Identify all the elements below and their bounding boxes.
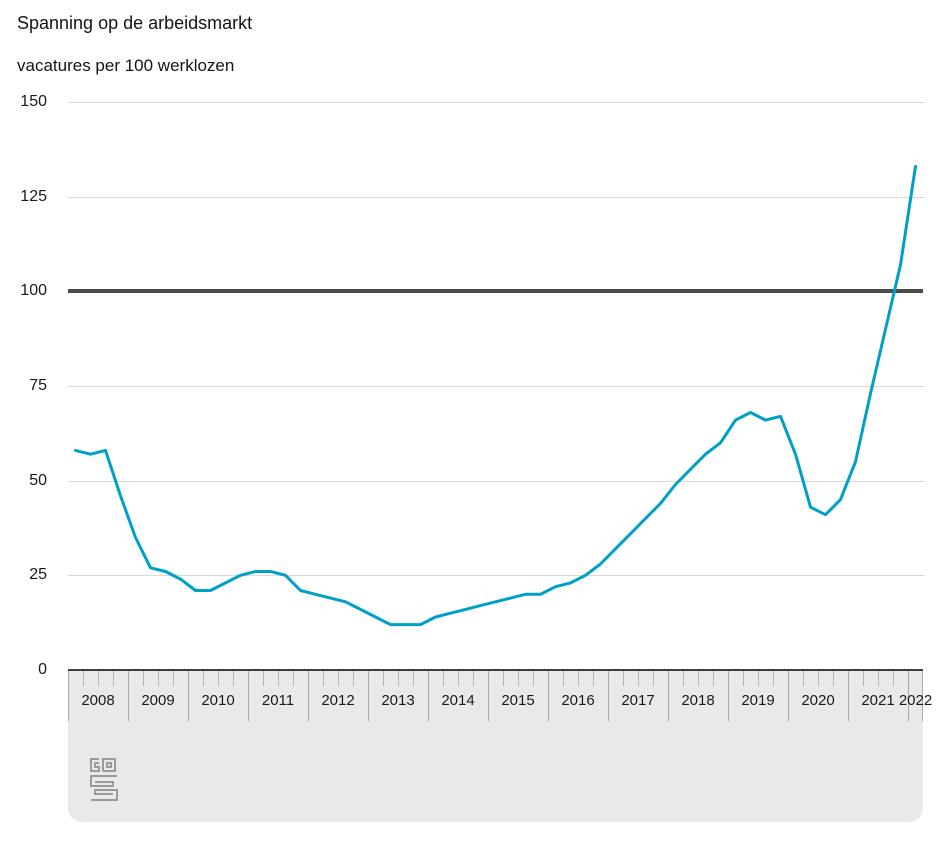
quarter-tick — [278, 671, 279, 686]
year-separator — [188, 671, 189, 721]
chart-title: Spanning op de arbeidsmarkt — [17, 13, 253, 33]
quarter-tick — [683, 671, 684, 686]
year-separator — [488, 671, 489, 721]
quarter-tick — [713, 671, 714, 686]
quarter-tick — [593, 671, 594, 686]
quarter-tick — [443, 671, 444, 686]
year-label: 2014 — [441, 692, 475, 709]
quarter-tick — [803, 671, 804, 686]
quarter-tick — [83, 671, 84, 686]
cbs-logo-icon — [90, 758, 118, 801]
quarter-tick — [833, 671, 834, 686]
year-separator — [428, 671, 429, 721]
vacancies-line — [74, 164, 917, 627]
quarter-tick — [818, 671, 819, 686]
year-label: 2010 — [201, 692, 235, 709]
y-axis-label: 50 — [29, 471, 47, 489]
year-label: 2022 — [898, 692, 933, 709]
y-axis-label: 25 — [29, 566, 47, 584]
year-label: 2017 — [621, 692, 655, 709]
year-separator — [368, 671, 369, 721]
year-label: 2020 — [801, 692, 835, 709]
year-label: 2009 — [141, 692, 175, 709]
year-separator — [308, 671, 309, 721]
quarter-tick — [173, 671, 174, 686]
year-label: 2008 — [81, 692, 115, 709]
year-separator — [548, 671, 549, 721]
year-separator — [908, 671, 909, 721]
quarter-tick — [863, 671, 864, 686]
quarter-tick — [113, 671, 114, 686]
quarter-tick — [323, 671, 324, 686]
year-separator — [788, 671, 789, 721]
year-label: 2019 — [741, 692, 775, 709]
quarter-tick — [893, 671, 894, 686]
quarter-tick — [233, 671, 234, 686]
year-separator — [68, 671, 69, 721]
quarter-tick — [218, 671, 219, 686]
gridline — [68, 102, 925, 103]
year-label: 2018 — [681, 692, 715, 709]
year-separator — [668, 671, 669, 721]
quarter-tick — [413, 671, 414, 686]
year-label: 2016 — [561, 692, 595, 709]
quarter-tick — [398, 671, 399, 686]
y-axis-label: 125 — [20, 187, 47, 205]
y-axis-label: 75 — [29, 377, 47, 394]
gridline — [68, 480, 925, 482]
y-axis-label: 100 — [20, 282, 47, 300]
quarter-tick — [293, 671, 294, 686]
quarter-tick — [698, 671, 699, 686]
quarter-tick — [533, 671, 534, 686]
quarter-tick — [98, 671, 99, 686]
quarter-tick — [623, 671, 624, 686]
gridline — [68, 386, 925, 387]
year-label: 2015 — [501, 692, 535, 709]
axis-band-right-edge — [922, 671, 923, 721]
year-separator — [248, 671, 249, 721]
quarter-tick — [338, 671, 339, 686]
quarter-tick — [203, 671, 204, 686]
quarter-tick — [563, 671, 564, 686]
gridline — [68, 196, 925, 198]
year-separator — [128, 671, 129, 721]
year-separator — [608, 671, 609, 721]
quarter-tick — [578, 671, 579, 686]
quarter-tick — [458, 671, 459, 686]
year-separator — [848, 671, 849, 721]
quarter-tick — [638, 671, 639, 686]
year-label: 2021 — [861, 692, 895, 709]
year-separator — [728, 671, 729, 721]
quarter-tick — [158, 671, 159, 686]
quarter-tick — [143, 671, 144, 686]
x-axis-line — [68, 669, 923, 671]
quarter-tick — [263, 671, 264, 686]
chart-subtitle: vacatures per 100 werklozen — [17, 56, 235, 75]
x-axis-band: 2008 2009 2010 2011 2012 2013 2014 2015 2016 2017… — [68, 671, 932, 822]
quarter-tick — [653, 671, 654, 686]
quarter-tick — [503, 671, 504, 686]
quarter-tick — [518, 671, 519, 686]
year-label: 2013 — [381, 692, 415, 709]
year-label: 2012 — [321, 692, 355, 709]
quarter-tick — [878, 671, 879, 686]
quarter-tick — [353, 671, 354, 686]
quarter-tick — [773, 671, 774, 686]
y-axis-label: 150 — [20, 93, 47, 110]
quarter-tick — [473, 671, 474, 686]
year-label: 2011 — [261, 692, 295, 709]
quarter-tick — [743, 671, 744, 686]
quarter-tick — [383, 671, 384, 686]
gridline — [68, 575, 925, 577]
y-axis-label: 0 — [38, 661, 47, 678]
quarter-tick — [758, 671, 759, 686]
reference-line-100 — [68, 289, 923, 294]
